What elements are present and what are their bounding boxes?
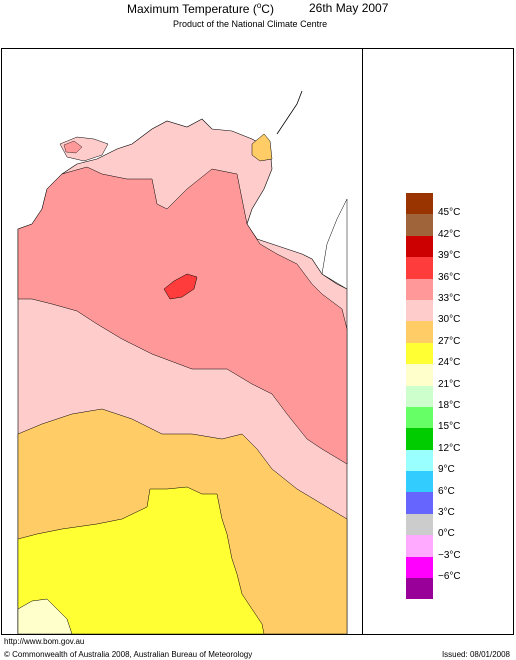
land-band-36 (163, 273, 198, 300)
legend-tick-label: −3°C (438, 549, 461, 561)
legend-tick-label: 18°C (438, 400, 461, 411)
map-subtitle: Product of the National Climate Centre (173, 19, 328, 29)
legend-swatch (406, 342, 433, 365)
legend-swatch (406, 449, 433, 472)
coastal-gulf (321, 198, 348, 290)
legend-swatch (406, 278, 433, 300)
legend-divider (362, 48, 363, 635)
legend-tick-label: 15°C (438, 421, 461, 433)
legend-swatch (406, 406, 433, 429)
legend-tick-label: 21°C (438, 378, 461, 390)
legend-tick-label: 0°C (438, 528, 455, 540)
legend-tick-label: 27°C (438, 335, 461, 347)
legend-swatch (406, 471, 433, 493)
legend-tick-label: 42°C (438, 228, 461, 240)
temperature-legend (406, 193, 433, 600)
legend-tick-label: 24°C (438, 357, 461, 369)
legend-swatch (406, 492, 433, 514)
legend-swatch (406, 193, 433, 215)
legend-tick-label: 9°C (438, 464, 455, 476)
footer-url[interactable]: http://www.bom.gov.au (4, 637, 85, 646)
map-title: Maximum Temperature (oC) (127, 1, 274, 16)
legend-tick-label: 3°C (438, 507, 455, 518)
legend-swatch (406, 321, 433, 343)
legend-swatch (406, 556, 433, 579)
legend-tick-label: 36°C (438, 271, 461, 283)
legend-labels: 45°C 42°C 39°C 36°C 33°C 30°C 27°C 24°C 21°C 18°C… (438, 193, 498, 603)
legend-tick-label: 45°C (438, 207, 461, 219)
map-frame (1, 48, 514, 635)
map-date: 26th May 2007 (309, 1, 389, 15)
legend-swatch (406, 214, 433, 236)
map-title-block: Maximum Temperature (oC) 26th May 2007 P… (0, 0, 516, 40)
title-suffix: C) (261, 2, 274, 16)
island-thin (276, 90, 303, 135)
island-27 (251, 133, 273, 162)
title-prefix: Maximum Temperature ( (127, 2, 257, 16)
legend-tick-label: 12°C (438, 442, 461, 454)
title-degree: o (256, 1, 262, 10)
legend-swatch (406, 535, 433, 557)
legend-swatch (406, 513, 433, 536)
legend-swatch (406, 428, 433, 450)
land-band-21 (17, 598, 73, 634)
legend-swatch (406, 257, 433, 279)
legend-swatch (406, 299, 433, 322)
legend-tick-label: −6°C (438, 571, 461, 583)
legend-tick-label: 33°C (438, 293, 461, 304)
land-band-33 (17, 166, 348, 465)
legend-tick-label: 6°C (438, 485, 455, 497)
legend-tick-label: 30°C (438, 314, 461, 326)
island-top-left-core (63, 140, 83, 154)
footer-copyright: © Commonwealth of Australia 2008, Austra… (4, 650, 253, 659)
footer-issued: Issued: 08/01/2008 (441, 650, 510, 659)
legend-swatch (406, 235, 433, 258)
legend-swatch (406, 385, 433, 407)
legend-swatch (406, 364, 433, 386)
legend-swatch (406, 578, 433, 600)
land-band-24 (17, 486, 265, 634)
legend-tick-label: 39°C (438, 250, 461, 262)
temperature-map (2, 49, 362, 634)
